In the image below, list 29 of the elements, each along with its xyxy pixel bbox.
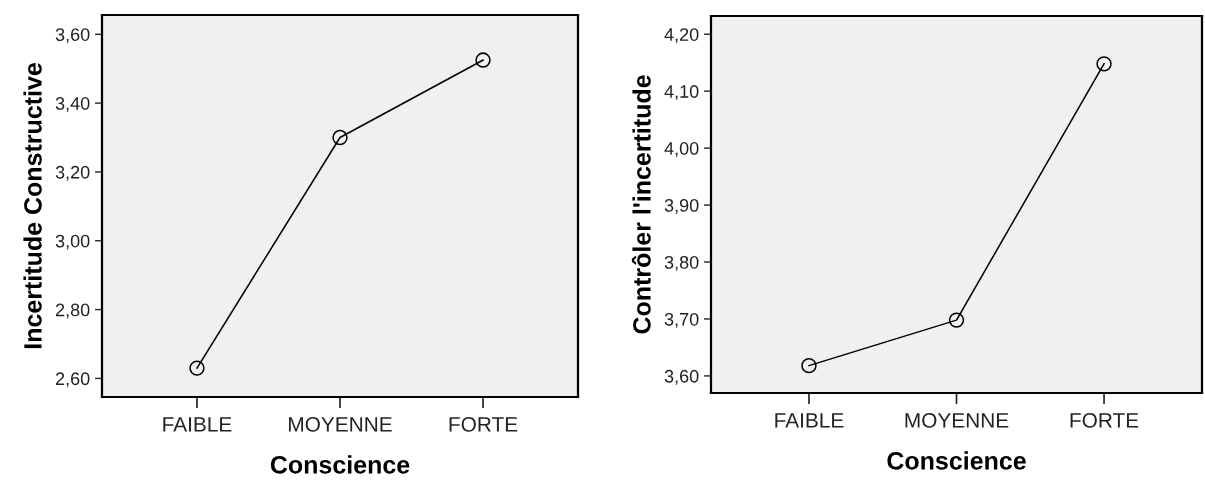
point <box>332 129 348 146</box>
y-axis-title: Contrôler l'incertitude <box>631 75 651 334</box>
y-tick-label: 3,90 <box>664 199 699 214</box>
y-tick-label: 3,60 <box>664 369 699 385</box>
x-axis-title: Conscience <box>270 455 410 474</box>
y-tick-label: 2,60 <box>55 372 90 388</box>
x-tick-label: MOYENNE <box>905 412 1009 428</box>
y-axis-title: Incertitude Constructive <box>23 63 42 349</box>
x-tick-label: FORTE <box>449 416 518 432</box>
x-tick-label: FAIBLE <box>163 417 232 432</box>
y-tick-label: 3,40 <box>55 97 90 112</box>
point <box>801 357 817 374</box>
y-tick-label: 4,00 <box>664 142 699 157</box>
point <box>948 312 965 328</box>
y-tick-label: 3,80 <box>664 255 699 271</box>
y-tick-label: 3,20 <box>55 165 90 181</box>
point <box>1096 56 1112 72</box>
point <box>189 360 205 376</box>
y-tick-label: 2,80 <box>55 303 90 319</box>
y-tick-label: 4,20 <box>664 28 699 44</box>
y-tick-label: 4,10 <box>664 85 699 101</box>
y-tick-label: 3,60 <box>55 28 90 44</box>
x-tick-label: FORTE <box>1070 412 1139 428</box>
y-tick-label: 3,70 <box>664 312 699 328</box>
point <box>475 52 491 68</box>
y-tick-label: 3,00 <box>55 234 90 250</box>
x-tick-label: MOYENNE <box>289 416 392 432</box>
x-axis-title: Conscience <box>887 451 1026 470</box>
x-tick-label: FAIBLE <box>775 413 844 428</box>
